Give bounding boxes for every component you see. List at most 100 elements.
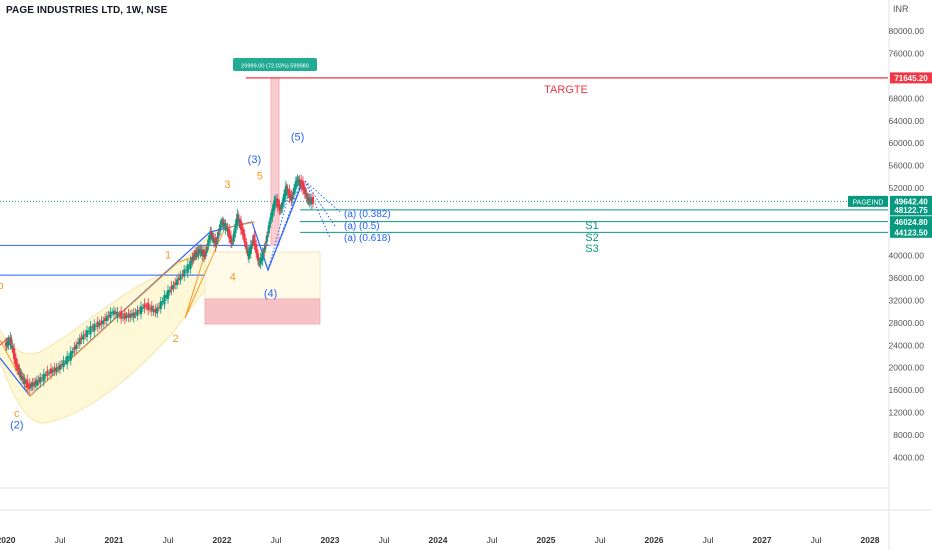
candle-body [285, 187, 288, 191]
candle-body [116, 311, 119, 318]
candle-body [111, 312, 114, 313]
candle-body [230, 243, 233, 244]
candle-body [28, 383, 31, 389]
candle-body [118, 314, 121, 316]
candle-body [232, 233, 235, 242]
candle-body [93, 324, 96, 332]
candle-body [21, 376, 24, 380]
candle-body [87, 330, 90, 332]
candle-body [166, 289, 170, 299]
candle-body [82, 334, 85, 340]
x-tick-label: Jul [595, 535, 606, 545]
candle-body [129, 314, 132, 318]
wave-label-blue: (2) [10, 419, 23, 431]
candle-body [26, 379, 29, 388]
price-tag: 44123.50 [894, 229, 928, 238]
candle-body [24, 381, 28, 384]
candle-body [250, 244, 253, 248]
measure-label-bg [233, 58, 317, 71]
y-tick-label: 40000.00 [889, 250, 925, 260]
candle-body [231, 241, 234, 243]
candle-body [228, 228, 231, 239]
candle-body [120, 311, 123, 319]
candle-body [286, 189, 289, 195]
candle-body [64, 360, 67, 362]
candle-body [172, 284, 175, 289]
candle-body [259, 257, 262, 265]
candle-body [34, 381, 37, 384]
candle-body [219, 224, 222, 232]
candle-body [192, 256, 195, 261]
candle-body [279, 209, 282, 211]
candle-body [73, 346, 76, 351]
symbol-tag-bg [848, 195, 888, 207]
candle-body [138, 310, 141, 312]
candle-body [37, 379, 40, 382]
candle-body [16, 363, 19, 371]
candle-body [288, 189, 291, 199]
candle-body [165, 294, 168, 298]
candle-body [311, 196, 314, 204]
candle-body [226, 227, 229, 232]
candle-body [276, 199, 279, 208]
candle-body [170, 286, 173, 291]
candle-body [78, 338, 81, 345]
candle-body [39, 377, 42, 384]
measure-label: 29999.00 (72.03%) 599980 [241, 64, 309, 70]
wave-label-orange: c [14, 408, 20, 420]
candle-body [76, 342, 80, 345]
candle-body [225, 226, 228, 228]
x-tick-label: 2025 [537, 535, 556, 545]
candle-body [156, 307, 159, 314]
candle-body [210, 231, 213, 237]
candle-body [168, 290, 171, 293]
candle-body [301, 181, 305, 191]
candle-body [27, 386, 30, 388]
candle-body [303, 186, 306, 195]
candle-body [278, 203, 281, 211]
candle-body [281, 201, 284, 209]
candle-body [207, 239, 210, 247]
candle-body [241, 227, 244, 235]
candle-body [102, 320, 105, 324]
candle-body [75, 344, 78, 350]
candle-body [30, 384, 33, 388]
candle-body [152, 309, 155, 312]
candle-body [183, 269, 186, 277]
candle-body [147, 302, 150, 311]
price-tag-bg [890, 72, 932, 84]
zone-box-red [204, 298, 321, 325]
x-tick-label: Jul [487, 535, 498, 545]
candle-body [67, 356, 71, 359]
candle-body [215, 240, 218, 245]
x-tick-label: Jul [163, 535, 174, 545]
wave-label-orange: 5 [257, 171, 263, 183]
candle-body [203, 254, 206, 256]
candle-body [249, 244, 252, 254]
y-tick-label: 32000.00 [889, 295, 925, 305]
candle-body [46, 370, 49, 376]
candle-body [123, 313, 126, 320]
candle-body [145, 305, 148, 307]
candle-body [261, 252, 264, 261]
y-tick-label: 16000.00 [889, 385, 925, 395]
candle-body [127, 313, 130, 318]
candle-body [189, 260, 192, 269]
candle-body [292, 188, 296, 195]
candle-body [89, 326, 92, 335]
price-tag: 71645.20 [894, 74, 928, 83]
y-tick-label: 12000.00 [889, 408, 925, 418]
fib-label: (a) (0.618) [344, 233, 391, 244]
candle-body [49, 368, 53, 374]
candle-body [11, 345, 14, 348]
x-tick-label: 2020 [0, 535, 16, 545]
candle-body [216, 236, 219, 240]
candle-body [205, 247, 208, 253]
y-axis-unit: INR [893, 4, 909, 14]
y-tick-label: 68000.00 [889, 93, 925, 103]
candle-body [229, 235, 233, 244]
candle-body [284, 185, 287, 196]
candle-body [195, 251, 198, 256]
